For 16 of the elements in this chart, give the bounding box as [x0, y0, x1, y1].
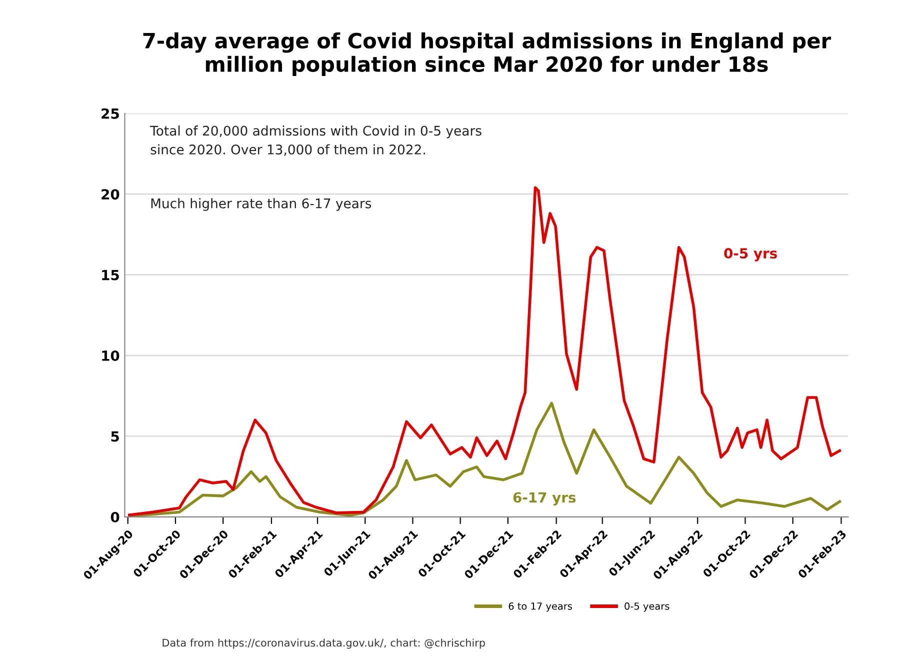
legend-label: 0-5 years	[624, 602, 670, 612]
line-series	[128, 186, 842, 516]
text: Data from https://coronavirus.data.gov.uk/, chart: @chrischirp	[162, 638, 485, 649]
y-tick-label: 10	[102, 350, 120, 361]
y-tick-label: 5	[111, 431, 119, 442]
annotation: Much higher rate than 6-17 years	[151, 198, 372, 211]
chart-title: 7-day average of Covid hospital admissions in England per million population since Mar 2020 for under 18s	[143, 32, 831, 76]
legend-label: 6 to 17 years	[508, 602, 572, 612]
y-tick-label: 20	[102, 189, 120, 200]
annotation: 6-17 yrs	[513, 492, 576, 506]
y-tick-label: 15	[102, 270, 119, 280]
line-series	[128, 402, 842, 517]
y-tick-label: 0	[110, 512, 120, 522]
annotation: 0-5 yrs	[724, 248, 777, 262]
y-tick-label: 25	[102, 108, 119, 119]
annotation: Total of 20,000 admissions with Covid in 0-5 years since 2020. Over 13,000 of them in 2022.	[150, 125, 482, 156]
